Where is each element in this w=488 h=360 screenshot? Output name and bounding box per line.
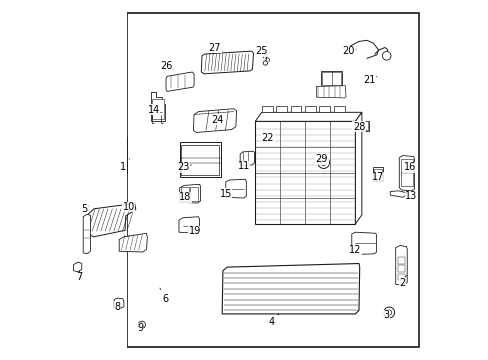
Circle shape [320,160,326,166]
Bar [320,71,342,86]
Polygon shape [83,214,90,254]
Text: 8: 8 [115,302,121,312]
Text: 20: 20 [342,46,356,56]
Polygon shape [166,72,194,91]
Bar [290,106,301,112]
Polygon shape [179,217,199,233]
Text: 7: 7 [76,271,82,282]
Text: 3: 3 [383,310,389,320]
Bar [276,106,286,112]
Bar [319,106,329,112]
Text: 26: 26 [160,60,173,71]
Polygon shape [119,233,147,252]
Circle shape [263,61,267,65]
Bar [397,274,405,280]
Polygon shape [399,156,413,191]
Bar [373,167,383,181]
Bar [179,142,221,177]
Polygon shape [85,203,136,237]
Polygon shape [351,232,376,255]
Bar [374,169,382,180]
Bar [321,72,341,85]
Text: 22: 22 [261,132,274,143]
Text: 23: 23 [177,162,191,172]
Text: 24: 24 [211,114,223,125]
Text: 21: 21 [363,75,376,85]
Bar [255,121,355,224]
Text: 17: 17 [371,172,383,182]
Polygon shape [355,112,361,224]
Polygon shape [240,151,254,166]
Text: 11: 11 [237,161,249,171]
Polygon shape [193,109,236,132]
Polygon shape [255,112,361,121]
Text: 27: 27 [208,42,222,53]
Circle shape [138,321,145,328]
Polygon shape [258,116,288,137]
Bar [64,0,127,360]
Circle shape [382,51,390,60]
Polygon shape [389,191,406,197]
Polygon shape [179,184,200,203]
Polygon shape [201,51,253,74]
Text: 25: 25 [255,46,267,57]
Text: 19: 19 [188,226,201,236]
Circle shape [383,307,394,318]
Text: 1: 1 [120,159,129,172]
Polygon shape [114,298,123,309]
Polygon shape [225,179,246,198]
Bar [333,106,344,112]
Bar [190,187,198,201]
Text: 12: 12 [348,245,361,255]
Bar [127,13,418,347]
Bar [261,106,272,112]
Bar [181,187,189,201]
Bar [305,106,315,112]
Text: 29: 29 [315,154,327,164]
Bar [358,121,368,131]
Polygon shape [73,262,81,272]
Text: 4: 4 [268,314,278,327]
Text: 9: 9 [137,323,143,333]
Circle shape [140,323,143,327]
Text: 16: 16 [403,162,415,172]
Text: 5: 5 [81,204,88,214]
Circle shape [386,310,391,315]
Text: 10: 10 [122,202,134,212]
Text: 2: 2 [398,275,406,288]
Text: 18: 18 [179,192,191,202]
Bar [152,99,163,119]
Circle shape [317,157,329,168]
Polygon shape [151,92,165,121]
Text: 15: 15 [219,189,231,199]
Bar [359,121,367,130]
Bar [397,257,405,264]
Text: 14: 14 [147,105,160,115]
Polygon shape [316,86,346,98]
Bar [397,265,405,272]
Text: 6: 6 [160,288,168,304]
Bar [181,145,219,175]
Bar [400,159,412,186]
Text: 13: 13 [404,191,416,201]
Polygon shape [222,264,359,314]
Polygon shape [395,246,407,285]
Text: 28: 28 [352,122,365,132]
